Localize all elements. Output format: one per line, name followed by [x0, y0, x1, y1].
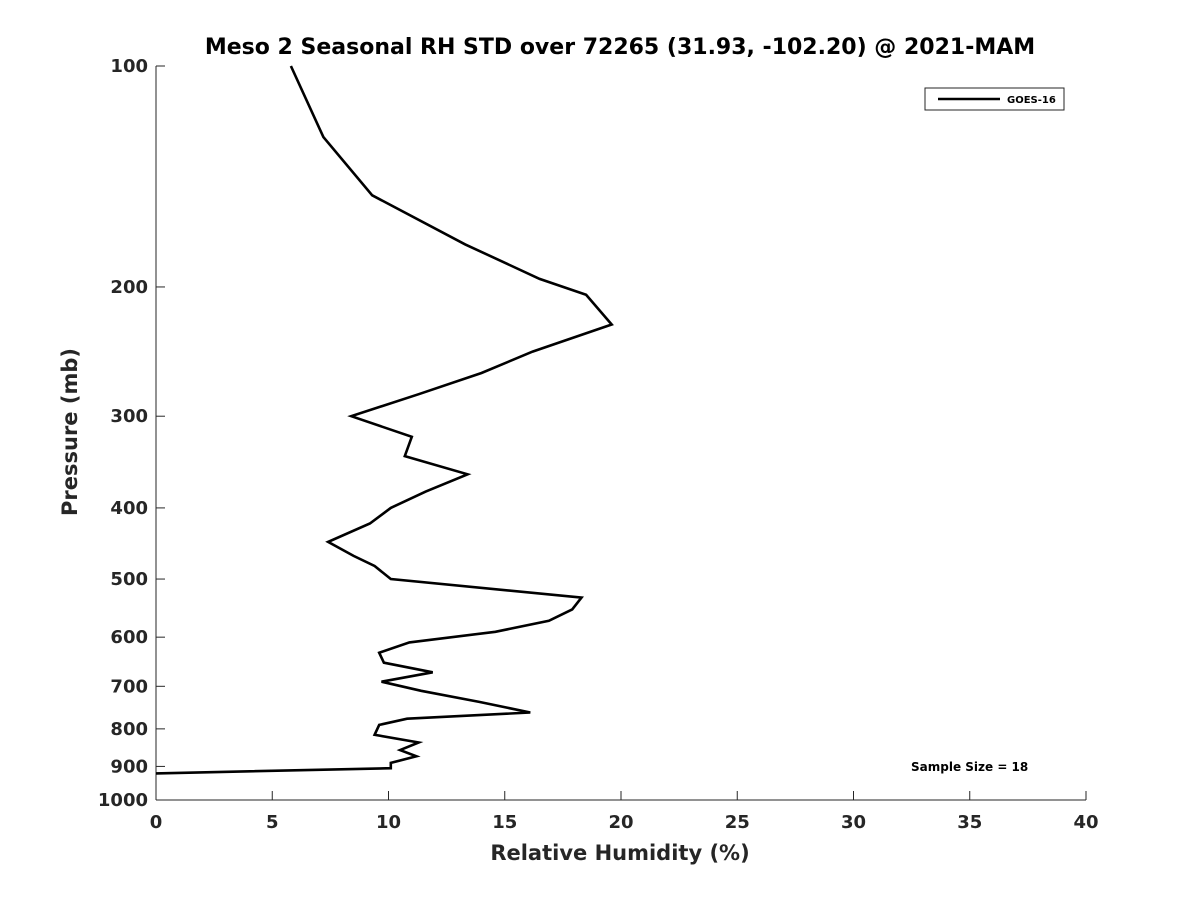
x-tick-label: 10 [376, 812, 401, 833]
x-axis: 0 5 10 15 20 25 30 35 40 [150, 791, 1099, 833]
y-tick-label: 600 [110, 627, 148, 648]
plot-area [155, 66, 1086, 801]
sample-size-annotation: Sample Size = 18 [911, 760, 1028, 774]
legend: GOES-16 [924, 87, 1065, 111]
y-tick-label: 900 [110, 756, 148, 777]
y-axis: 100 200 300 400 500 600 700 800 900 1000 [98, 56, 165, 811]
x-tick-label: 5 [266, 812, 279, 833]
y-tick-label: 800 [110, 719, 148, 740]
y-tick-label: 300 [110, 406, 148, 427]
y-tick-label: 700 [110, 676, 148, 697]
series-layer [155, 65, 614, 775]
x-tick-label: 20 [608, 812, 633, 833]
x-tick-label: 0 [150, 812, 163, 833]
y-tick-label: 400 [110, 498, 148, 519]
x-tick-label: 40 [1073, 812, 1098, 833]
x-tick-label: 35 [957, 812, 982, 833]
y-tick-label: 500 [110, 569, 148, 590]
x-tick-label: 15 [492, 812, 517, 833]
y-tick-label: 200 [110, 277, 148, 298]
legend-label-goes-16: GOES-16 [1007, 95, 1056, 106]
y-axis-label: Pressure (mb) [58, 348, 82, 516]
x-axis-label: Relative Humidity (%) [490, 841, 749, 865]
series-line-goes-16 [155, 65, 614, 775]
x-tick-label: 25 [725, 812, 750, 833]
y-tick-label: 1000 [98, 790, 148, 811]
x-tick-label: 30 [841, 812, 866, 833]
y-tick-label: 100 [110, 56, 148, 77]
chart-title: Meso 2 Seasonal RH STD over 72265 (31.93… [205, 35, 1035, 60]
